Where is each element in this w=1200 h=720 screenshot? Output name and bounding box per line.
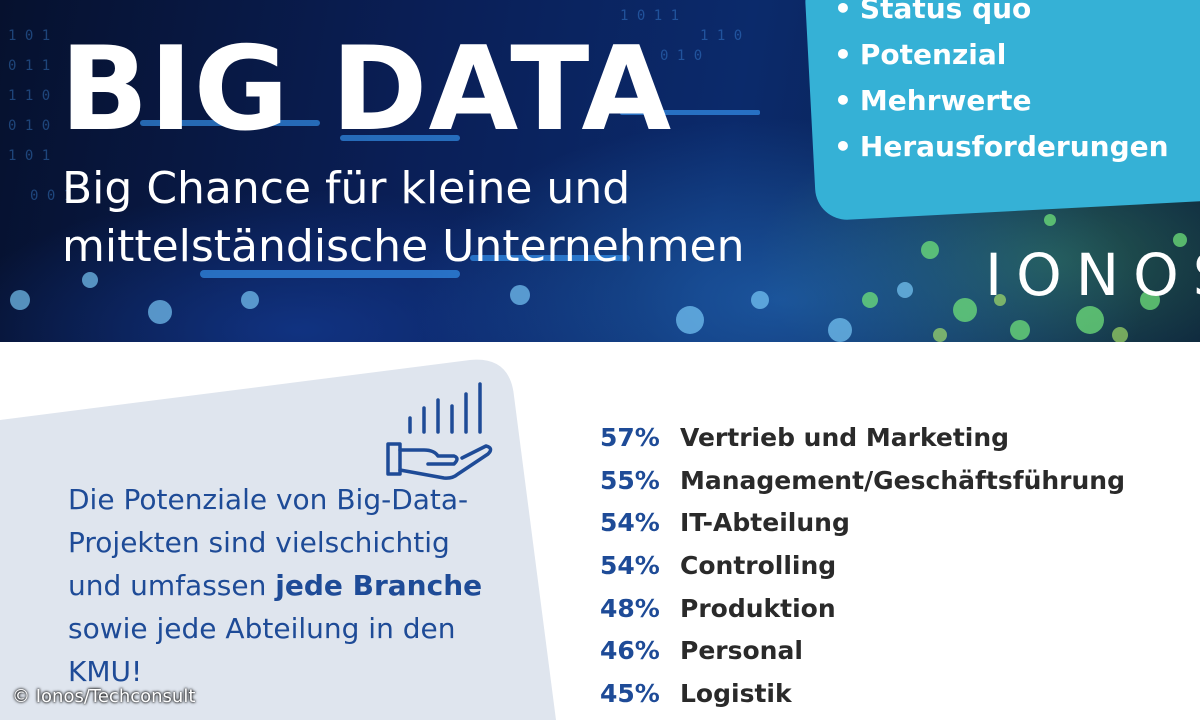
stat-row: 54% IT-Abteilung (600, 501, 1125, 544)
stat-percent: 57% (600, 422, 660, 452)
stat-label: Produktion (680, 593, 836, 623)
hero-banner: 1 0 1 0 1 1 1 1 0 0 1 0 1 0 1 0 0 1 1 0 1 1 0… (0, 0, 1200, 342)
stat-percent: 48% (600, 593, 660, 623)
stat-percent: 45% (600, 678, 660, 708)
svg-text:0 1 1: 0 1 1 (8, 58, 50, 74)
topic-item: Mehrwerte (834, 78, 1169, 124)
svg-text:1 0 1: 1 0 1 (8, 148, 50, 164)
topic-item: Herausforderungen (834, 124, 1169, 170)
svg-text:1 0 1 1: 1 0 1 1 (620, 8, 679, 24)
brand-logo: IONOS (985, 241, 1200, 309)
stat-label: Personal (680, 636, 803, 666)
image-credit: © Ionos/Techconsult (12, 686, 196, 707)
statement-text: Die Potenziale von Big-Data-Projekten si… (68, 483, 469, 602)
stat-label: Controlling (680, 550, 837, 580)
data-background-graphic: 1 0 1 0 1 1 1 1 0 0 1 0 1 0 1 0 0 1 1 0 1 1 0… (8, 8, 1187, 342)
topics-list: Status quo Potenzial Mehrwerte Herausfor… (834, 0, 1169, 170)
info-statement: Die Potenziale von Big-Data-Projekten si… (68, 478, 508, 693)
statement-emphasis: jede Branche (275, 569, 483, 602)
hand-chart-icon (384, 378, 496, 490)
topic-item: Status quo (834, 0, 1169, 32)
stat-label: IT-Abteilung (680, 508, 850, 538)
svg-text:1 1 0: 1 1 0 (700, 28, 742, 44)
svg-text:0 1 0: 0 1 0 (660, 48, 702, 64)
stat-label: Vertrieb und Marketing (680, 422, 1010, 452)
svg-text:1 1 0: 1 1 0 (8, 88, 50, 104)
stat-row: 57% Vertrieb und Marketing (600, 416, 1125, 459)
stat-row: 48% Produktion (600, 587, 1125, 630)
stat-row: 55% Management/Geschäftsführung (600, 459, 1125, 502)
svg-text:1 0 1: 1 0 1 (8, 28, 50, 44)
page-title: BIG DATA (60, 22, 673, 157)
page-subtitle: Big Chance für kleine und mittelständisc… (62, 163, 745, 272)
svg-text:0 0 1: 0 0 1 (30, 188, 72, 204)
stat-row: 54% Controlling (600, 544, 1125, 587)
stat-percent: 54% (600, 508, 660, 538)
stat-label: Logistik (680, 678, 792, 708)
statement-text: sowie jede Abteilung in den KMU! (68, 612, 456, 688)
stat-percent: 55% (600, 465, 660, 495)
stat-label: Management/Geschäftsführung (680, 465, 1125, 495)
stat-row: 45% Logistik (600, 672, 1125, 715)
stat-percent: 54% (600, 550, 660, 580)
stat-row: 46% Personal (600, 629, 1125, 672)
department-stats-list: 57% Vertrieb und Marketing 55% Management/… (600, 416, 1125, 715)
stat-percent: 46% (600, 636, 660, 666)
svg-text:0 1 0: 0 1 0 (8, 118, 50, 134)
topic-item: Potenzial (834, 32, 1169, 78)
